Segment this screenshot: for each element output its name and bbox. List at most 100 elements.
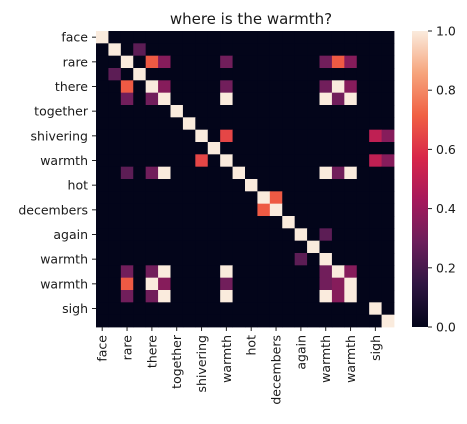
heatmap-cell — [307, 179, 320, 192]
heatmap-cell — [96, 240, 109, 254]
heatmap-cell — [307, 105, 320, 118]
heatmap-cell — [245, 68, 258, 81]
heatmap-cell — [344, 43, 358, 57]
heatmap-cell — [133, 277, 147, 291]
heatmap-cell — [331, 154, 345, 168]
heatmap-cell — [294, 240, 308, 254]
heatmap-cell — [120, 92, 134, 106]
heatmap-cell — [133, 203, 147, 217]
heatmap-cell — [319, 105, 333, 118]
heatmap-cell — [182, 314, 196, 328]
heatmap-cell — [344, 302, 358, 316]
heatmap-cell — [158, 68, 171, 81]
heatmap-cell — [120, 179, 134, 192]
heatmap-cell — [145, 240, 159, 254]
heatmap-cell — [120, 55, 134, 69]
heatmap-cell — [307, 302, 320, 316]
heatmap-cell — [182, 290, 196, 303]
heatmap-cell — [133, 80, 147, 94]
heatmap-cell — [319, 277, 333, 291]
heatmap-cell — [269, 117, 283, 131]
y-tick-label: hot — [68, 178, 89, 193]
x-tick-label: there — [144, 335, 159, 368]
heatmap-cell — [356, 55, 370, 69]
heatmap-cell — [145, 302, 159, 316]
heatmap-cell — [282, 290, 296, 303]
heatmap-cell — [145, 117, 159, 131]
heatmap-cell — [369, 68, 382, 81]
heatmap-cell — [170, 290, 184, 303]
heatmap-cell — [220, 203, 233, 217]
y-tick-label: rare — [63, 54, 89, 69]
heatmap-cell — [282, 314, 296, 328]
y-tick-label: warmth — [40, 153, 88, 168]
heatmap-cell — [381, 179, 395, 192]
heatmap-cell — [232, 105, 246, 118]
heatmap-cell — [182, 129, 196, 143]
heatmap-cell — [158, 166, 171, 180]
heatmap-cell — [182, 92, 196, 106]
heatmap-cell — [282, 43, 296, 57]
heatmap-cell — [145, 154, 159, 168]
heatmap-cell — [257, 142, 271, 155]
heatmap-cell — [145, 142, 159, 155]
heatmap-cell — [158, 55, 171, 69]
heatmap-cell — [369, 290, 382, 303]
heatmap-cell — [108, 314, 122, 328]
heatmap-cell — [369, 43, 382, 57]
heatmap-cell — [282, 166, 296, 180]
heatmap-cell — [319, 265, 333, 279]
heatmap-cell — [356, 216, 370, 229]
heatmap-cell — [96, 191, 109, 205]
heatmap-cell — [207, 216, 221, 229]
heatmap-cell — [331, 80, 345, 94]
heatmap-cell — [232, 129, 246, 143]
heatmap-cell — [282, 253, 296, 266]
heatmap-cell — [120, 142, 134, 155]
heatmap-cell — [369, 129, 382, 143]
heatmap-cell — [195, 105, 209, 118]
colorbar-tick-label: 0.2 — [436, 260, 456, 275]
heatmap-cell — [282, 216, 296, 229]
heatmap-cell — [120, 240, 134, 254]
heatmap-cell — [158, 179, 171, 192]
heatmap-cell — [245, 117, 258, 131]
heatmap-cell — [331, 203, 345, 217]
heatmap-cell — [120, 105, 134, 118]
y-tick-label: face — [61, 30, 88, 45]
heatmap-cell — [356, 203, 370, 217]
heatmap-cell — [257, 191, 271, 205]
heatmap-cell — [319, 179, 333, 192]
heatmap-cell — [307, 55, 320, 69]
heatmap-cell — [96, 55, 109, 69]
colorbar-tick-label: 0.0 — [436, 320, 456, 335]
heatmap-cell — [381, 277, 395, 291]
heatmap-cell — [257, 55, 271, 69]
heatmap-cell — [331, 179, 345, 192]
heatmap-cell — [381, 80, 395, 94]
heatmap-cell — [356, 240, 370, 254]
heatmap-cell — [257, 154, 271, 168]
heatmap-cell — [356, 154, 370, 168]
heatmap-cell — [331, 43, 345, 57]
heatmap-cell — [269, 203, 283, 217]
heatmap-cell — [220, 92, 233, 106]
heatmap-cell — [356, 92, 370, 106]
heatmap-cell — [381, 228, 395, 242]
heatmap-cell — [158, 117, 171, 131]
heatmap-cell — [220, 302, 233, 316]
heatmap-cell — [158, 302, 171, 316]
heatmap-cell — [307, 216, 320, 229]
heatmap-cell — [96, 203, 109, 217]
colorbar-tick-label: 0.4 — [436, 201, 456, 216]
heatmap-cell — [108, 80, 122, 94]
heatmap-cell — [145, 228, 159, 242]
heatmap-cell — [108, 277, 122, 291]
heatmap-cell — [307, 314, 320, 328]
heatmap-cell — [195, 55, 209, 69]
heatmap-cell — [133, 31, 147, 44]
heatmap-cell — [294, 203, 308, 217]
heatmap-cell — [108, 216, 122, 229]
heatmap-cell — [133, 228, 147, 242]
